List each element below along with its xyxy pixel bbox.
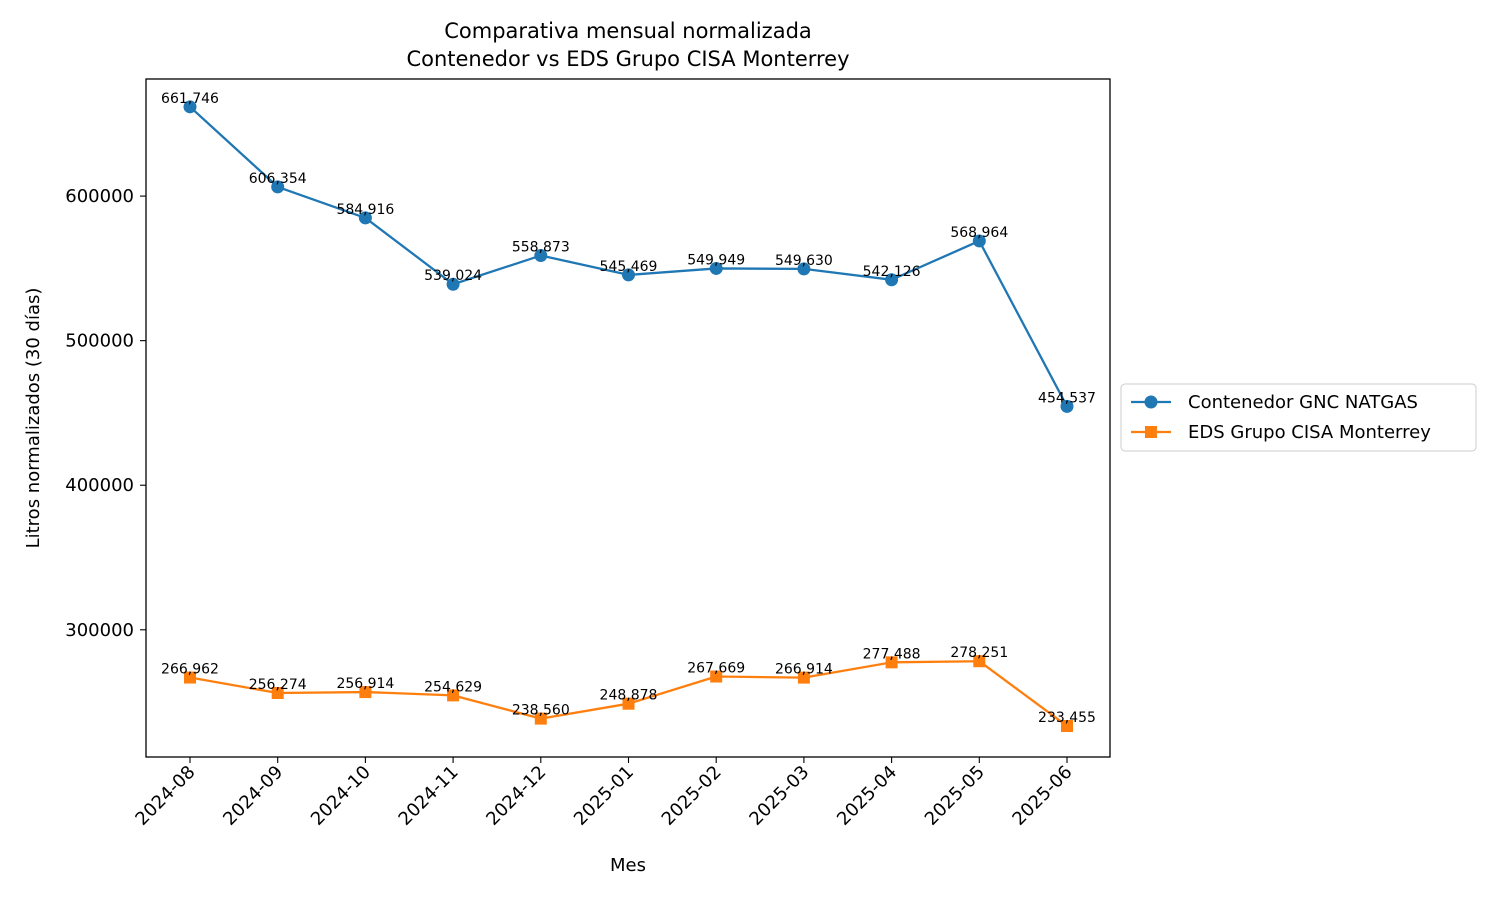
data-label: 661,746 — [161, 91, 219, 107]
y-tick-label: 600000 — [65, 186, 134, 207]
legend-label-eds: EDS Grupo CISA Monterrey — [1188, 422, 1431, 443]
x-tick-label: 2024-10 — [307, 762, 375, 830]
series-line-1 — [189, 105, 1069, 407]
data-label: 278,251 — [950, 645, 1008, 661]
x-tick-label: 2025-04 — [833, 762, 901, 830]
data-point — [358, 211, 372, 225]
data-labels: 661,746 606,354 584,916 539,024 558,873 545,4… — [161, 91, 1096, 726]
data-point — [973, 655, 986, 668]
data-label: 549,949 — [687, 252, 745, 268]
data-label: 454,537 — [1038, 390, 1096, 406]
data-point — [622, 697, 635, 710]
data-label: 542,126 — [863, 264, 921, 280]
legend: Contenedor GNC NATGAS EDS Grupo CISA Mon… — [1120, 383, 1477, 452]
legend-marker-square-icon — [1145, 426, 1157, 438]
y-tick-label: 400000 — [65, 475, 134, 496]
data-label: 584,916 — [336, 202, 394, 218]
y-axis: 300000 400000 500000 600000 — [65, 186, 146, 641]
y-axis-label: Litros normalizados (30 días) — [23, 288, 44, 549]
x-axis: 2024-08 2024-09 2024-10 2024-11 2024-12 2025-… — [131, 757, 1077, 830]
data-label: 248,878 — [600, 688, 658, 704]
data-point — [1060, 399, 1074, 413]
data-label: 549,630 — [775, 253, 833, 269]
x-axis-label: Mes — [610, 855, 646, 876]
data-label: 256,274 — [249, 677, 307, 693]
data-point — [271, 180, 285, 194]
y-tick-label: 300000 — [65, 620, 134, 641]
data-point — [710, 670, 723, 683]
x-tick-label: 2025-06 — [1008, 762, 1076, 830]
data-point — [447, 689, 460, 702]
data-label: 568,964 — [950, 225, 1008, 241]
chart-title-line-1: Comparativa mensual normalizada — [444, 19, 812, 43]
data-label: 254,629 — [424, 679, 482, 695]
data-label: 238,560 — [512, 703, 570, 719]
data-label: 256,914 — [336, 676, 394, 692]
x-tick-label: 2025-03 — [745, 762, 813, 830]
x-tick-label: 2025-01 — [570, 762, 638, 830]
x-tick-label: 2025-05 — [921, 762, 989, 830]
legend-label-contenedor: Contenedor GNC NATGAS — [1188, 392, 1418, 413]
data-point — [271, 686, 284, 699]
legend-marker-circle-icon — [1144, 395, 1158, 409]
series-layer — [183, 100, 1074, 732]
data-label: 558,873 — [512, 240, 570, 256]
data-point — [972, 234, 986, 248]
x-tick-label: 2024-08 — [131, 762, 199, 830]
data-point — [359, 686, 372, 699]
data-point — [534, 712, 547, 725]
legend-frame — [1120, 383, 1477, 452]
data-point — [885, 656, 898, 669]
data-point — [1061, 719, 1073, 732]
data-label: 545,469 — [600, 259, 658, 275]
data-label: 233,455 — [1038, 710, 1096, 726]
data-point — [184, 671, 196, 684]
chart-title-line-2: Contenedor vs EDS Grupo CISA Monterrey — [406, 47, 849, 71]
data-label: 266,914 — [775, 662, 833, 678]
data-point — [534, 249, 548, 263]
data-point — [622, 268, 635, 282]
data-point — [797, 262, 811, 276]
data-point — [709, 261, 723, 275]
x-tick-label: 2024-11 — [395, 762, 463, 830]
data-point — [446, 277, 460, 291]
data-point — [797, 671, 810, 684]
data-label: 606,354 — [249, 171, 307, 187]
data-point — [183, 100, 197, 114]
y-tick-label: 500000 — [65, 331, 134, 352]
x-tick-label: 2024-12 — [482, 762, 550, 830]
x-tick-label: 2025-02 — [658, 762, 726, 830]
data-label: 266,962 — [161, 662, 219, 678]
data-label: 277,488 — [863, 646, 921, 662]
data-point — [885, 273, 899, 287]
x-tick-label: 2024-09 — [219, 762, 287, 830]
data-label: 539,024 — [424, 268, 482, 284]
data-label: 267,669 — [687, 661, 745, 677]
